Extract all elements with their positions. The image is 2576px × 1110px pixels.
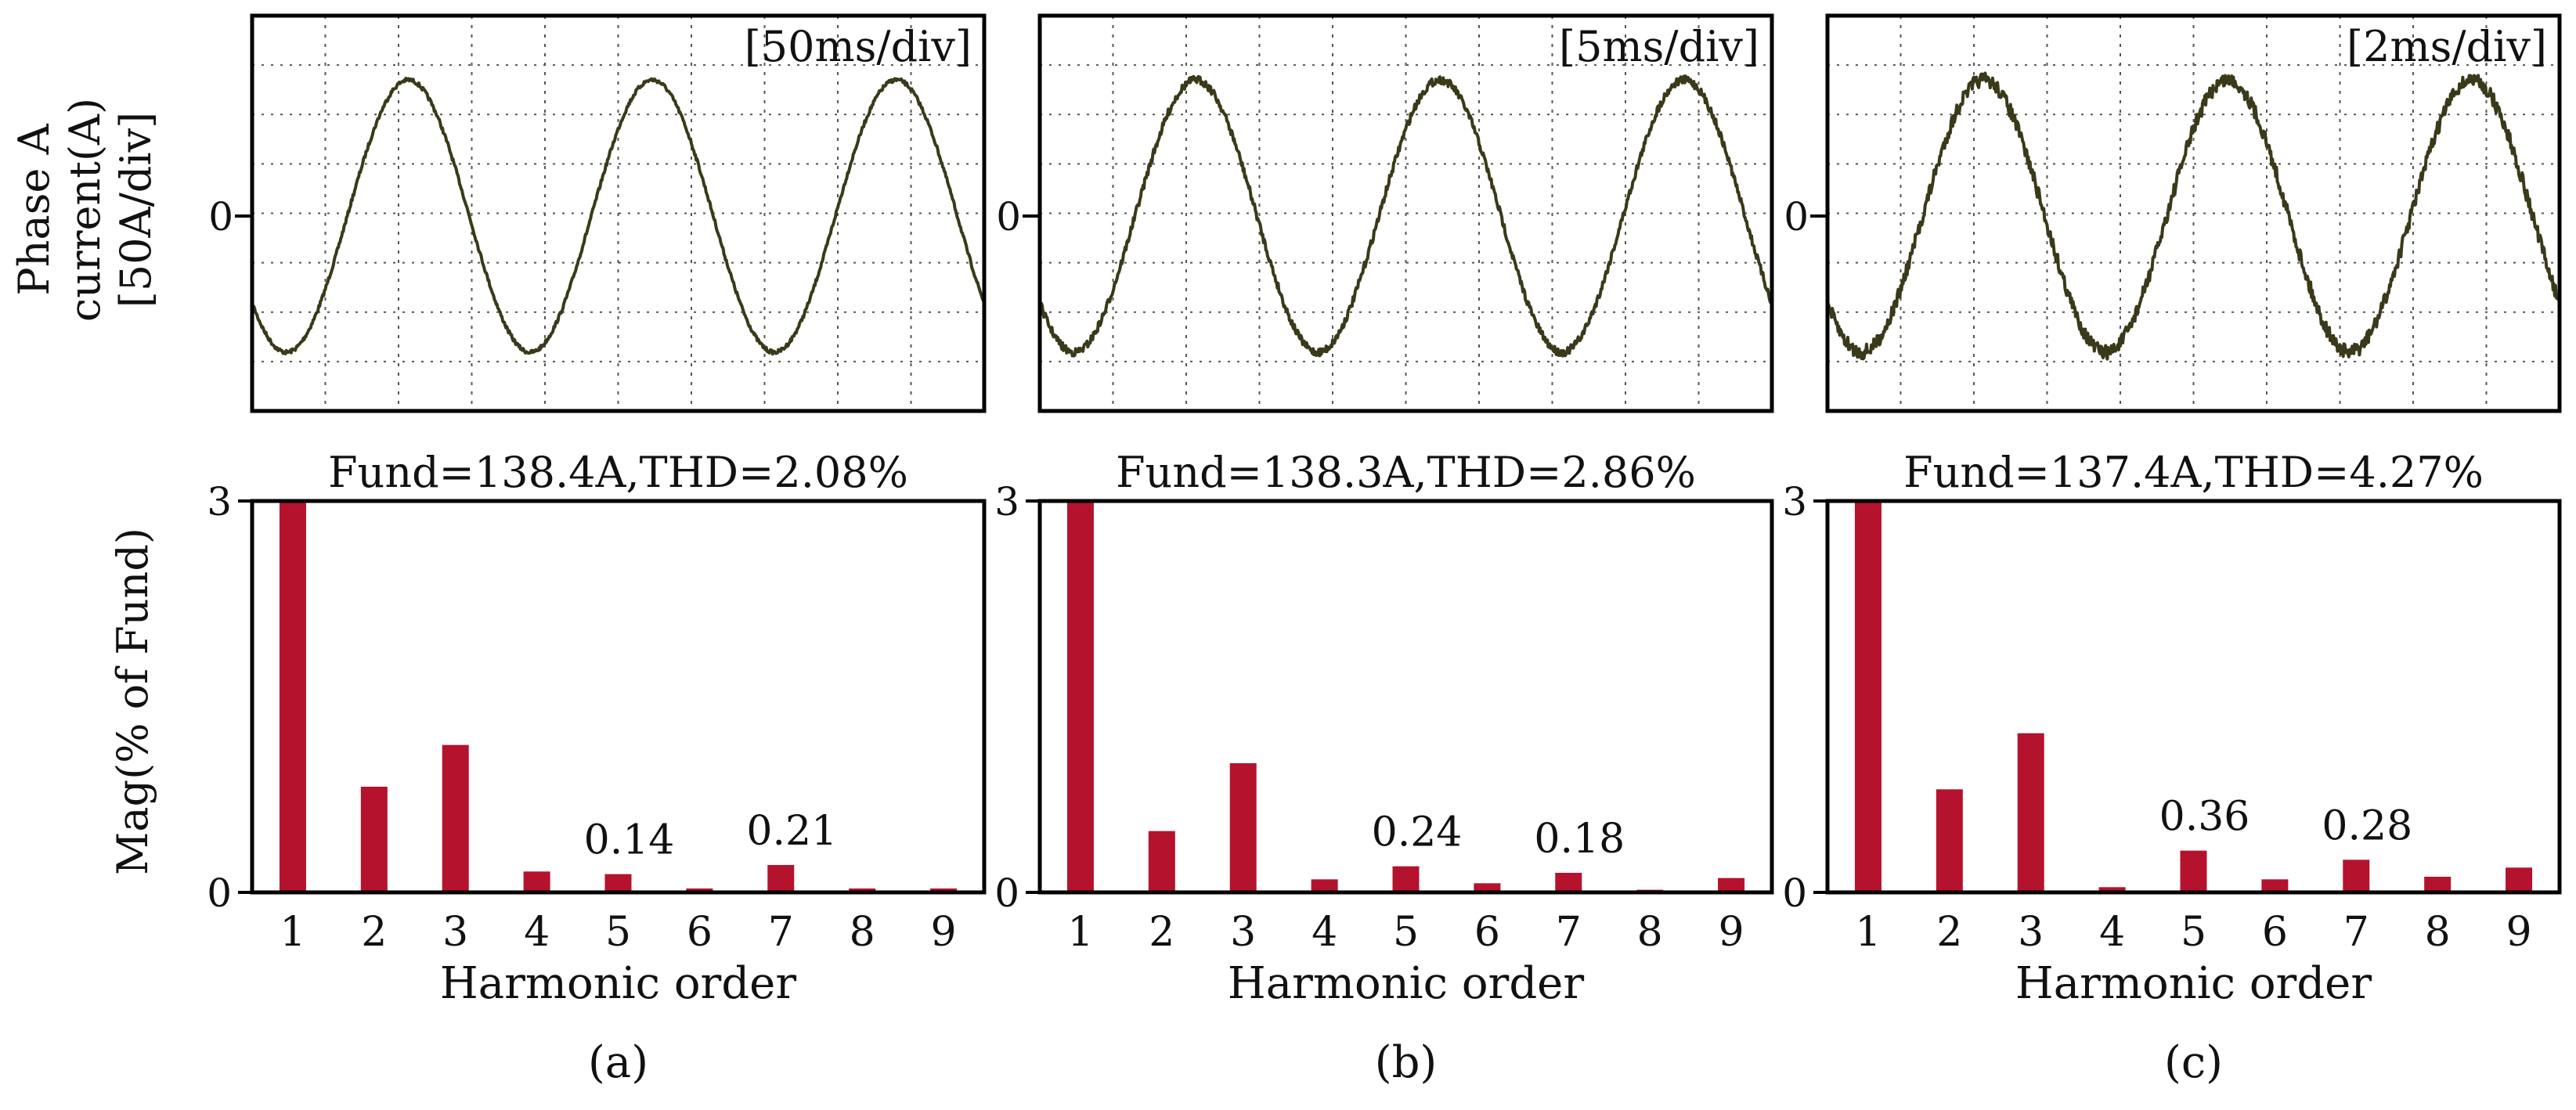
harmonic-order-tick-label: 4 [524, 909, 550, 956]
harmonic-order-tick-label: 5 [2181, 909, 2206, 956]
harmonic-order-tick-label: 6 [2262, 909, 2288, 956]
harmonic-bar-3 [1229, 763, 1257, 892]
panel-caption: (a) [588, 1037, 648, 1088]
harmonic-xlabel: Harmonic order [2015, 958, 2372, 1009]
harmonic-bar-6 [2261, 879, 2289, 892]
harmonic-panel-c: Fund=137.4A,THD=4.27% 1 2 3 4 5 6 7 8 9 0.36 0.28 0 3… [1782, 448, 2562, 1088]
harmonic-bar-1 [1854, 501, 1881, 892]
wave-ylabel-line3: [50A/div] [111, 112, 161, 308]
harmonic-bar-7 [2343, 860, 2370, 892]
timebase-label: [50ms/div] [745, 22, 972, 71]
harmonic-bar-8 [2424, 877, 2452, 892]
harmonic-order-tick-label: 9 [931, 909, 957, 956]
waveform-frame [250, 13, 987, 413]
wave-zero-label: 0 [1784, 194, 1809, 240]
harmonic-order-tick-label: 5 [605, 909, 631, 956]
harmonic-order-tick-label: 5 [1393, 909, 1419, 956]
harmonic-order-tick-label: 3 [2018, 909, 2044, 956]
harmonic-order-tick-label: 7 [1556, 909, 1582, 956]
harmonic-bar-3 [442, 744, 469, 892]
harmonic-order-tick-label: 7 [2343, 909, 2369, 956]
harmonic-bar-2 [360, 787, 388, 892]
harmonic-order-tick-label: 2 [1936, 909, 1962, 956]
waveform-frame [1037, 13, 1774, 413]
harmonic-frame [1825, 499, 2562, 895]
harmonic-order-tick-label: 4 [1311, 909, 1337, 956]
harmonic-bar-3 [2017, 733, 2044, 892]
harmonic-bar-5 [604, 874, 632, 892]
timebase-label: [5ms/div] [1559, 22, 1759, 71]
harmonic-order-tick-label: 7 [768, 909, 794, 956]
harmonic-order-tick-label: 6 [1474, 909, 1500, 956]
harmonic-xlabel: Harmonic order [1228, 958, 1584, 1009]
waveform-frame [1825, 13, 2562, 413]
harmonic-bar-5 [1392, 866, 1420, 892]
harmonic-order-tick-label: 2 [1149, 909, 1174, 956]
harmonic-order-tick-label: 1 [280, 909, 305, 956]
timebase-label: [2ms/div] [2347, 22, 2547, 71]
waveform-panel-b: 0 [5ms/div] [996, 13, 1774, 413]
harmonic-value-annotation: 0.28 [2322, 802, 2412, 849]
harmonic-bar-4 [1311, 879, 1338, 892]
harmonic-order-tick-label: 6 [687, 909, 713, 956]
wave-ylabel-line1: Phase A [9, 123, 59, 295]
harmonic-ytick-label: 3 [207, 479, 232, 524]
harmonic-title: Fund=138.4A,THD=2.08% [328, 448, 908, 497]
harmonic-value-annotation: 0.14 [584, 817, 675, 864]
harmonic-order-tick-label: 3 [1230, 909, 1256, 956]
harmonic-ytick-label: 3 [994, 479, 1019, 524]
harmonic-bar-1 [279, 501, 306, 892]
harmonic-ytick-label: 0 [207, 870, 232, 916]
harmonic-ytick-label: 0 [994, 870, 1019, 916]
waveform-panel-c: 0 [2ms/div] [1784, 13, 2562, 413]
harmonic-bar-2 [1148, 831, 1175, 892]
harmonic-bar-4 [2098, 887, 2126, 892]
wave-ylabel-line2: current(A) [60, 98, 110, 322]
harmonic-bar-5 [2180, 850, 2207, 892]
harmonic-order-tick-label: 8 [2425, 909, 2451, 956]
harmonic-bar-7 [1555, 873, 1582, 892]
harmonic-frame [1037, 499, 1774, 895]
harmonic-value-annotation: 0.24 [1372, 809, 1463, 856]
harmonic-panel-a: Fund=138.4A,THD=2.08% 1 2 3 4 5 6 7 8 9 0.14 0.21 0 3… [207, 448, 987, 1088]
harmonic-frame [250, 499, 987, 895]
harmonic-panel-b: Fund=138.3A,THD=2.86% 1 2 3 4 5 6 7 8 9 0.24 0.18 0 3… [994, 448, 1774, 1088]
harmonic-bar-9 [1718, 878, 1745, 892]
harmonic-title: Fund=137.4A,THD=4.27% [1903, 448, 2484, 497]
phase-a-current-trace [1826, 71, 2561, 361]
harmonic-value-annotation: 0.21 [746, 808, 837, 855]
harmonic-ytick-label: 3 [1782, 479, 1807, 524]
harmonic-title: Fund=138.3A,THD=2.86% [1116, 448, 1696, 497]
harmonic-order-tick-label: 3 [442, 909, 468, 956]
wave-zero-label: 0 [208, 194, 233, 240]
phase-a-current-trace [1038, 74, 1773, 358]
harmonic-order-tick-label: 9 [2506, 909, 2532, 956]
panel-caption: (c) [2164, 1037, 2223, 1088]
harmonic-bar-1 [1066, 501, 1094, 892]
harmonic-bar-7 [767, 865, 795, 892]
phase-a-current-trace [251, 77, 986, 356]
bar-ylabel: Mag(% of Fund) [108, 528, 157, 875]
panel-caption: (b) [1375, 1037, 1438, 1088]
harmonic-order-tick-label: 1 [1855, 909, 1881, 956]
harmonic-value-annotation: 0.36 [2159, 794, 2250, 841]
harmonic-ytick-label: 0 [1782, 870, 1807, 916]
harmonic-value-annotation: 0.18 [1534, 816, 1625, 863]
harmonic-order-tick-label: 8 [850, 909, 875, 956]
harmonic-bar-6 [1474, 883, 1501, 892]
harmonic-order-tick-label: 1 [1067, 909, 1093, 956]
harmonic-order-tick-label: 4 [2099, 909, 2125, 956]
harmonic-bar-4 [523, 871, 550, 892]
harmonic-bar-2 [1936, 789, 1963, 892]
waveform-panel-a: 0 [50ms/div] [208, 13, 987, 413]
harmonic-order-tick-label: 9 [1719, 909, 1744, 956]
harmonic-xlabel: Harmonic order [440, 958, 796, 1009]
harmonic-order-tick-label: 8 [1637, 909, 1663, 956]
harmonic-bar-9 [2506, 867, 2533, 892]
wave-zero-label: 0 [996, 194, 1021, 240]
harmonic-order-tick-label: 2 [361, 909, 387, 956]
